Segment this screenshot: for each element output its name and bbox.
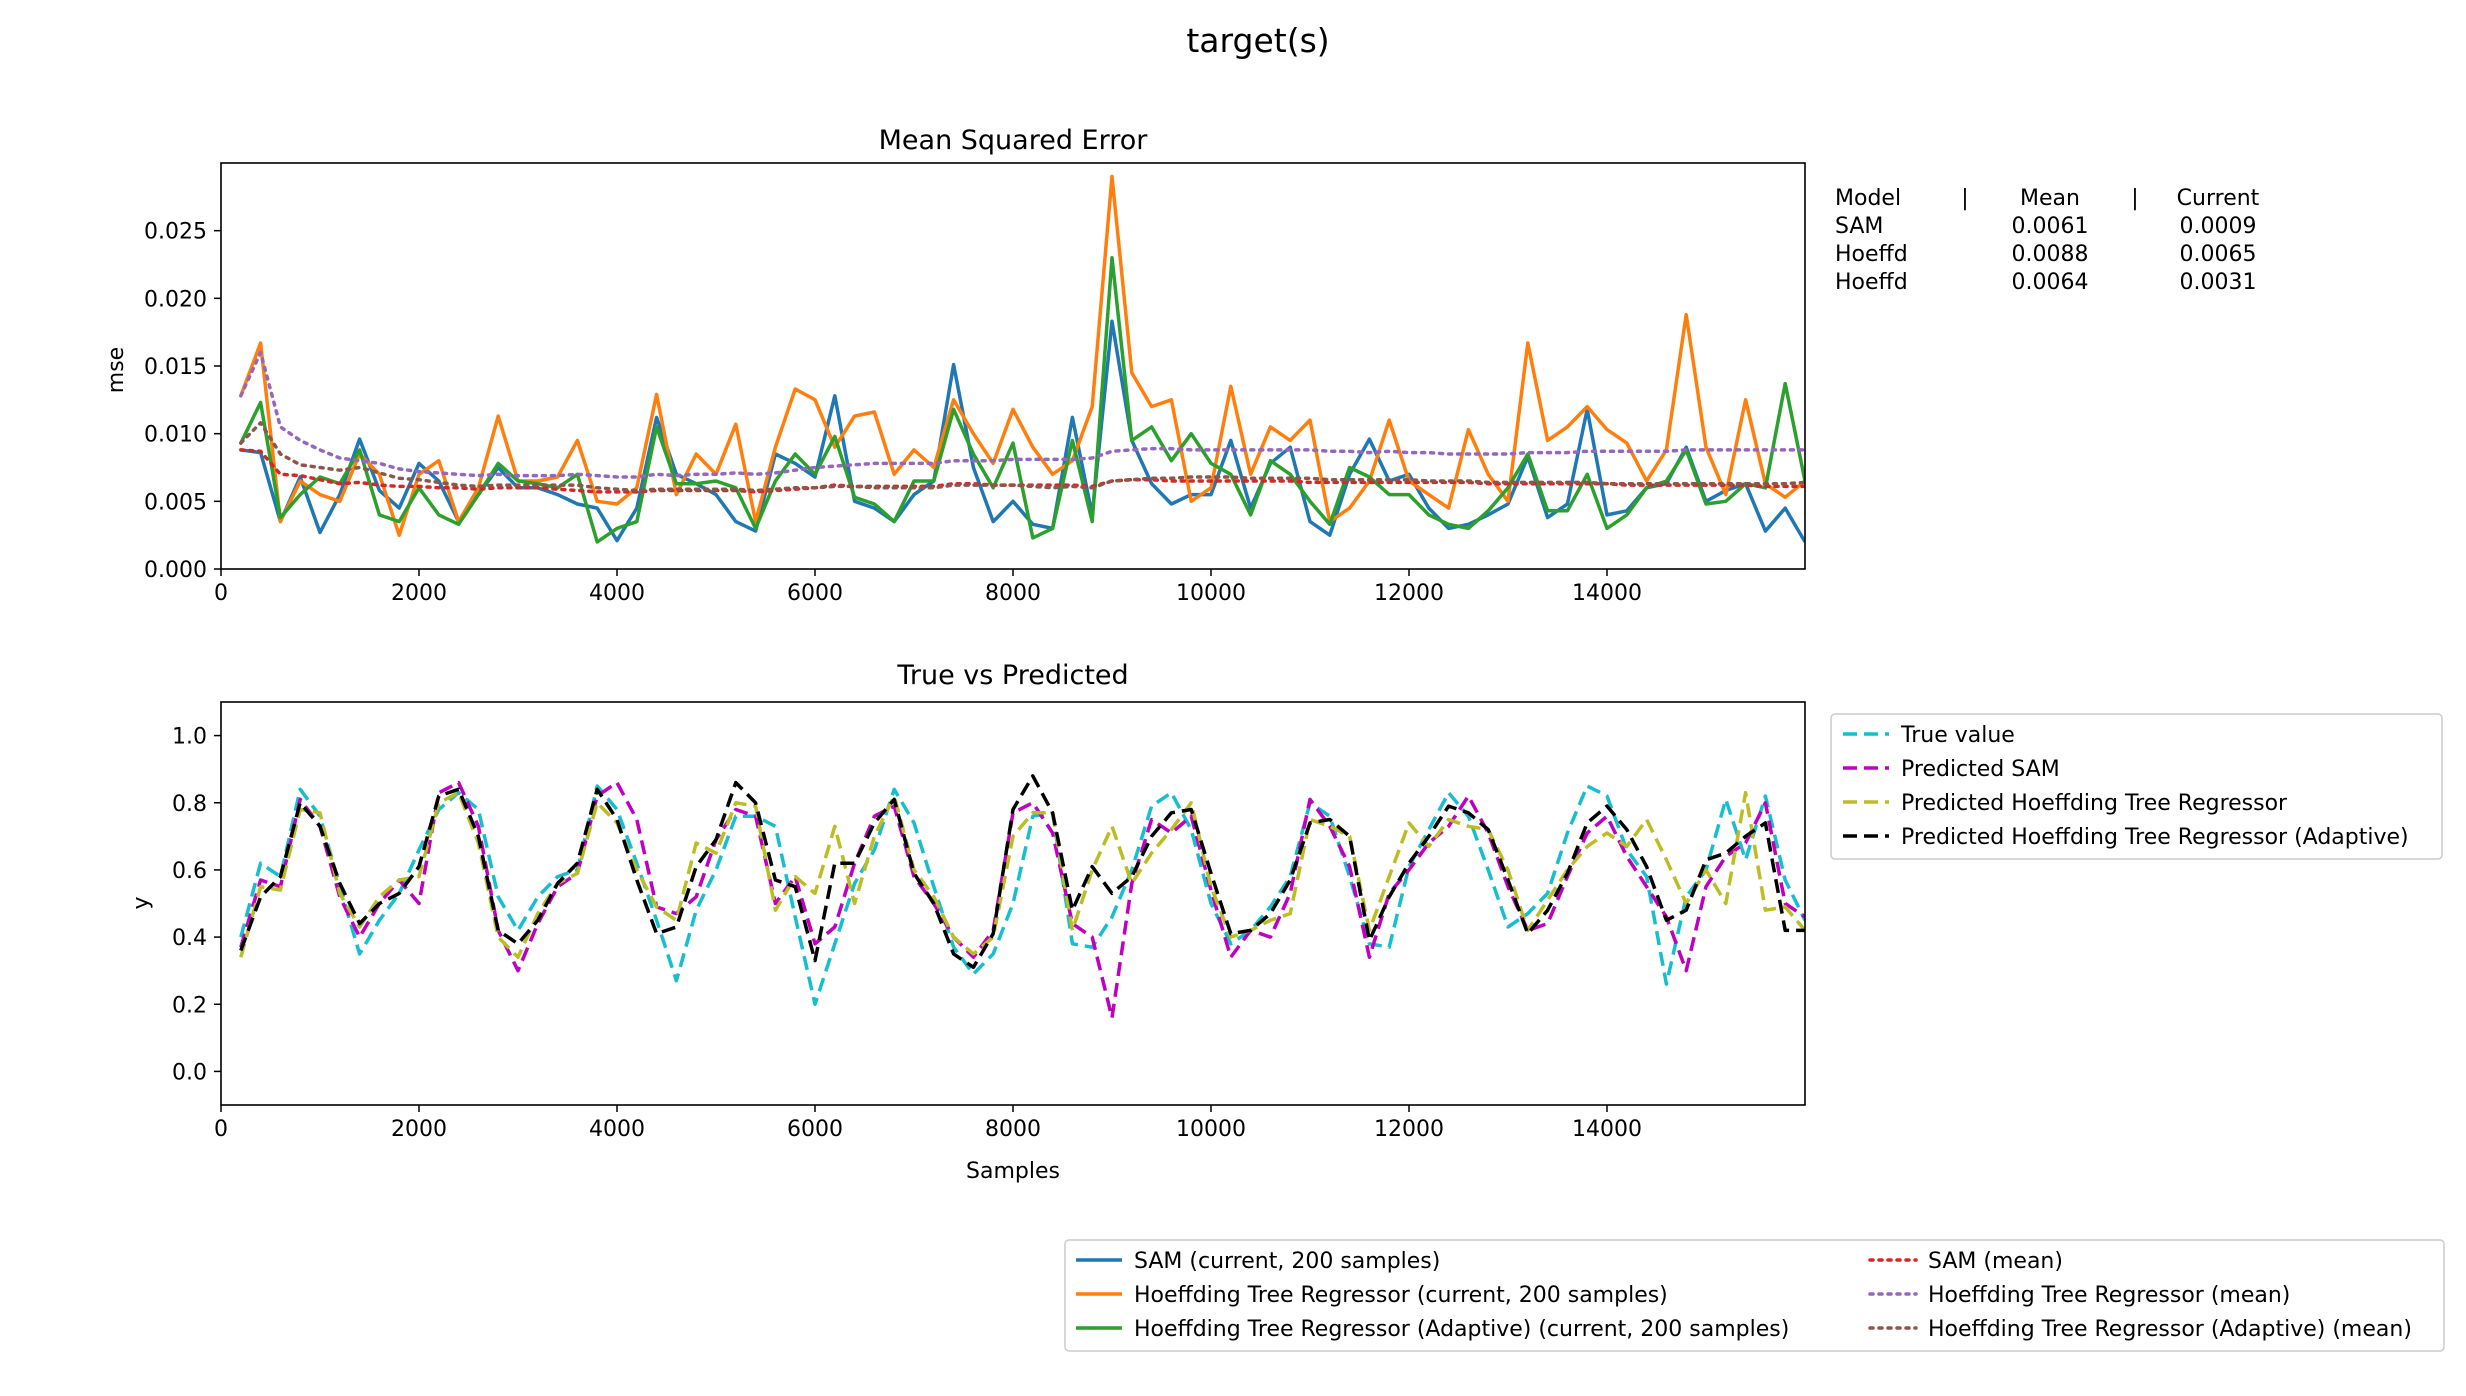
mse-table-row-model: Hoeffd [1835,270,1908,295]
mse-subplot-title: Mean Squared Error [879,125,1149,156]
mse-xtick-label: 14000 [1572,581,1642,606]
mse-table-header-model: Model [1835,186,1901,211]
mse-ytick-label: 0.020 [144,287,207,312]
mse-xtick-label: 6000 [787,581,843,606]
mse-xtick-label: 8000 [985,581,1041,606]
mse-legend-frame [1064,1239,2445,1352]
prediction-ylabel: y [129,896,154,909]
prediction-ytick-label: 0.8 [172,792,207,817]
mse-table-header-sep2: | [2131,186,2138,211]
prediction-legend-frame [1830,713,2443,860]
mse-table-header-mean: Mean [2020,186,2080,211]
mse-ylabel: mse [104,347,129,393]
prediction-ytick-label: 0.4 [172,926,207,951]
mse-table-header-current: Current [2177,186,2260,211]
figure-suptitle: target(s) [1186,21,1329,60]
mse-table-row-model: SAM [1835,214,1883,239]
mse-xtick-label: 0 [214,581,228,606]
prediction-series-pred-htr [239,790,1805,959]
mse-table-row-current: 0.0009 [2180,214,2257,239]
mse-legend-label: SAM (current, 200 samples) [1134,1249,1440,1274]
prediction-xtick-label: 12000 [1374,1117,1444,1142]
prediction-xtick-label: 4000 [589,1117,645,1142]
prediction-xtick-label: 2000 [391,1117,447,1142]
prediction-xtick-label: 10000 [1176,1117,1246,1142]
mse-legend-label: Hoeffding Tree Regressor (Adaptive) (mea… [1928,1317,2412,1342]
mse-legend-label: SAM (mean) [1928,1249,2063,1274]
prediction-legend-label: True value [1900,723,2015,748]
mse-table-row-mean: 0.0064 [2012,270,2089,295]
prediction-legend: True value Predicted SAM Predicted Hoeffdi… [1830,713,2443,860]
mse-legend: SAM (current, 200 samples) Hoeffding Tree… [1064,1239,2445,1352]
prediction-series-true [239,784,1805,1007]
mse-series-sam [240,319,1805,543]
mse-table-row-model: Hoeffd [1835,242,1908,267]
prediction-xtick-label: 14000 [1572,1117,1642,1142]
mse-table-row-current: 0.0065 [2180,242,2257,267]
prediction-xtick-label: 0 [214,1117,228,1142]
mse-xtick-label: 4000 [589,581,645,606]
prediction-subplot-title: True vs Predicted [896,660,1128,691]
mse-subplot: Mean Squared Error mse 0 2000 4000 6000 8000… [104,125,1806,606]
mse-table-row-current: 0.0031 [2180,270,2257,295]
prediction-subplot: True vs Predicted y Samples 0 2000 4000 600… [129,660,1806,1184]
mse-ytick-label: 0.010 [144,423,207,448]
prediction-ytick-label: 1.0 [172,725,207,750]
mse-series-htr-mean [239,350,1805,479]
prediction-legend-label: Predicted Hoeffding Tree Regressor [1901,791,2288,816]
mse-ytick-label: 0.005 [144,490,207,515]
mse-ytick-label: 0.015 [144,355,207,380]
mse-legend-label: Hoeffding Tree Regressor (Adaptive) (cur… [1134,1317,1789,1342]
mse-xtick-label: 2000 [391,581,447,606]
mse-ytick-label: 0.000 [144,558,207,583]
prediction-xlabel: Samples [966,1159,1060,1184]
mse-series-htr [239,174,1805,537]
prediction-series-pred-htr-adaptive [239,774,1805,970]
prediction-ytick-label: 0.2 [172,993,207,1018]
mse-xtick-label: 12000 [1374,581,1444,606]
prediction-xtick-label: 8000 [985,1117,1041,1142]
mse-series-htr-adaptive-mean [239,421,1805,493]
mse-series-htr-adaptive [239,255,1805,544]
mse-legend-label: Hoeffding Tree Regressor (mean) [1928,1283,2290,1308]
prediction-legend-label: Predicted Hoeffding Tree Regressor (Adap… [1901,825,2409,850]
prediction-series-pred-sam [239,780,1805,1020]
mse-legend-label: Hoeffding Tree Regressor (current, 200 s… [1134,1283,1668,1308]
mse-table-row-mean: 0.0061 [2012,214,2089,239]
mse-ytick-label: 0.025 [144,220,207,245]
mse-table-header-sep1: | [1961,186,1968,211]
prediction-ytick-label: 0.6 [172,859,207,884]
mse-table-row-mean: 0.0088 [2012,242,2089,267]
mse-xtick-label: 10000 [1176,581,1246,606]
prediction-xtick-label: 6000 [787,1117,843,1142]
prediction-ytick-label: 0.0 [172,1060,207,1085]
mse-summary-table: Model | Mean | Current SAM 0.0061 0.0009… [1835,186,2260,295]
prediction-legend-label: Predicted SAM [1901,757,2060,782]
